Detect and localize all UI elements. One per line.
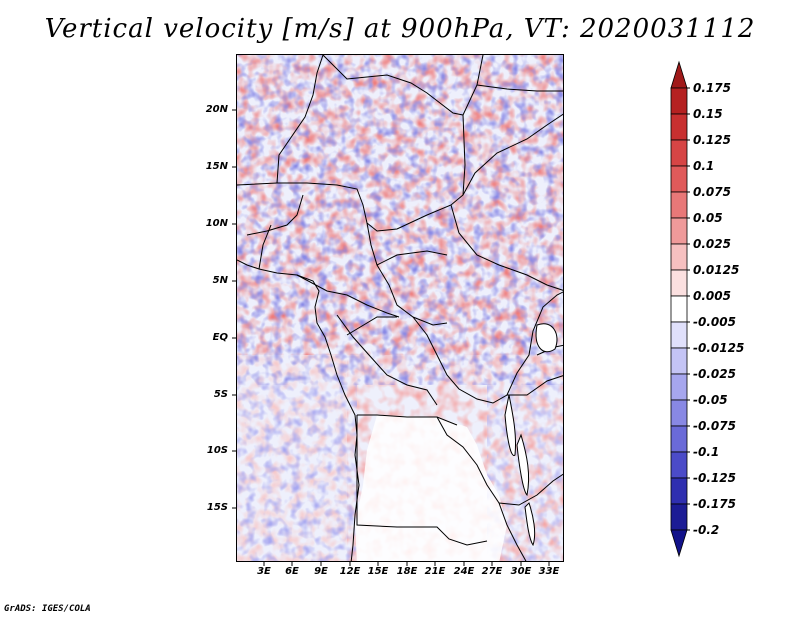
colorbar-segment [670, 269, 688, 297]
lon-tick-label: 3E [257, 566, 271, 577]
colorbar-label: -0.05 [693, 393, 728, 407]
colorbar-label: 0.1 [693, 159, 715, 173]
colorbar-segment [670, 477, 688, 505]
software-credit: GrADS: IGES/COLA [4, 604, 91, 614]
colorbar-segment [670, 451, 688, 479]
colorbar-segment [670, 87, 688, 115]
velocity-field-map [237, 55, 563, 561]
colorbar-label: 0.075 [693, 185, 731, 199]
colorbar-segment [670, 243, 688, 271]
colorbar-label: -0.125 [693, 471, 736, 485]
lon-tick-label: 30E [510, 566, 532, 577]
colorbar-segment [670, 217, 688, 245]
colorbar-label: -0.025 [693, 367, 736, 381]
colorbar-segment [670, 347, 688, 375]
lon-tick-label: 6E [285, 566, 299, 577]
calm-region [355, 415, 507, 561]
colorbar-segment [670, 191, 688, 219]
colorbar-label: -0.0125 [693, 341, 745, 355]
colorbar-label: -0.075 [693, 419, 736, 433]
colorbar-segment [670, 529, 688, 558]
colorbar-segment [670, 321, 688, 349]
lon-tick-label: 24E [453, 566, 475, 577]
lon-tick-label: 27E [481, 566, 503, 577]
colorbar-label: -0.1 [693, 445, 720, 459]
lat-tick-label: 10S [206, 445, 228, 456]
lat-tick-label: 5S [213, 389, 228, 400]
colorbar-label: -0.175 [693, 497, 736, 511]
map-panel [236, 54, 564, 562]
colorbar-label: 0.0125 [693, 263, 740, 277]
colorbar-segment [670, 295, 688, 323]
lakes [504, 323, 558, 547]
lat-tick-label: 5N [212, 275, 228, 286]
colorbar-segment [670, 425, 688, 453]
colorbar-label: 0.15 [693, 107, 723, 121]
lat-tick-label: EQ [212, 332, 228, 343]
lat-tick-label: 20N [205, 104, 228, 115]
colorbar-segment [670, 165, 688, 193]
colorbar-label: 0.125 [693, 133, 731, 147]
lat-tick-label: 10N [205, 218, 228, 229]
lon-tick-label: 9E [314, 566, 328, 577]
country-borders [237, 55, 563, 561]
lon-tick-label: 18E [396, 566, 418, 577]
colorbar-segment [670, 139, 688, 167]
colorbar-segment [670, 399, 688, 427]
colorbar-segment [670, 373, 688, 401]
colorbar-label: 0.005 [693, 289, 731, 303]
colorbar-label: 0.05 [693, 211, 723, 225]
colorbar-segment [670, 503, 688, 531]
lon-tick-label: 33E [538, 566, 560, 577]
colorbar-label: -0.005 [693, 315, 736, 329]
colorbar-segments [670, 60, 688, 558]
colorbar-label: 0.025 [693, 237, 731, 251]
lon-tick-label: 21E [424, 566, 446, 577]
colorbar-label: -0.2 [693, 523, 720, 537]
plot-title: Vertical velocity [m/s] at 900hPa, VT: 2… [44, 14, 756, 44]
colorbar-label: 0.175 [693, 81, 731, 95]
lon-tick-label: 12E [339, 566, 361, 577]
lat-tick-label: 15S [206, 502, 228, 513]
lat-tick-label: 15N [205, 161, 228, 172]
colorbar-segment [670, 60, 688, 89]
colorbar-segment [670, 113, 688, 141]
lon-tick-label: 15E [367, 566, 389, 577]
